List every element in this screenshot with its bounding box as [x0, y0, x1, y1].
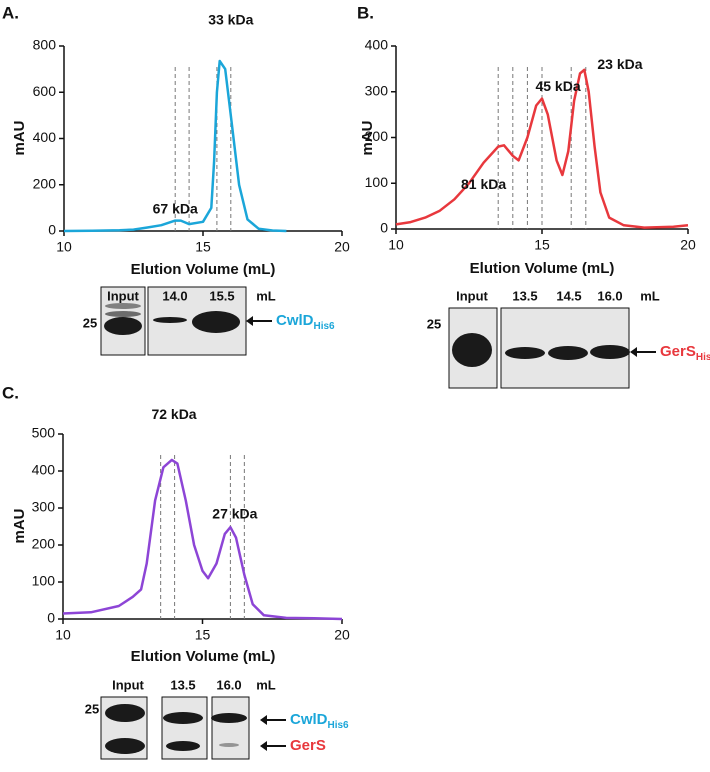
y-axis-label: mAU	[11, 120, 28, 155]
x-tick-label: 15	[195, 627, 211, 643]
gel-band	[505, 347, 545, 359]
gel-band	[153, 317, 187, 323]
gel-band	[105, 704, 145, 722]
arrow-head	[260, 741, 267, 751]
protein-name: GerS	[660, 343, 696, 360]
y-tick-label: 0	[48, 222, 56, 238]
gel-band	[192, 311, 240, 333]
lane-label: Input	[107, 288, 139, 303]
x-axis-label: Elution Volume (mL)	[131, 648, 276, 665]
protein-name: CwlD	[276, 312, 314, 329]
y-tick-label: 300	[365, 82, 389, 98]
y-tick-label: 400	[32, 462, 56, 478]
gel-band	[105, 303, 141, 309]
x-tick-label: 10	[388, 237, 404, 253]
peak-label: 67 kDa	[153, 201, 198, 217]
lane-label: 13.5	[512, 288, 537, 303]
y-tick-label: 100	[32, 573, 56, 589]
trace	[63, 59, 287, 233]
protein-label: CwlDHis6	[276, 312, 335, 332]
peak-label: 33 kDa	[208, 12, 253, 28]
marker-label: 25	[85, 701, 99, 716]
y-tick-label: 800	[33, 37, 57, 53]
lane-label: 14.5	[556, 288, 581, 303]
y-tick-label: 200	[32, 536, 56, 552]
protein-label: GerSHis6	[660, 343, 710, 363]
protein-subscript: His6	[328, 720, 350, 731]
gel-band	[219, 743, 239, 747]
unit-label: mL	[256, 288, 276, 303]
y-tick-label: 300	[32, 499, 56, 515]
protein-name: CwlD	[290, 711, 328, 728]
lane-label: 16.0	[597, 288, 622, 303]
protein-subscript: His6	[314, 321, 336, 332]
gel-band	[105, 738, 145, 754]
lane-label: 13.5	[170, 677, 195, 692]
protein-label: CwlDHis6	[290, 711, 349, 731]
peak-label: 27 kDa	[212, 506, 257, 522]
trace	[62, 458, 343, 621]
arrow-head	[260, 715, 267, 725]
unit-label: mL	[256, 677, 276, 692]
x-tick-label: 20	[680, 237, 696, 253]
panel-letter: B.	[357, 3, 374, 22]
lane-label: 15.5	[209, 288, 234, 303]
gel-band	[104, 317, 142, 335]
lane-label: Input	[456, 288, 488, 303]
y-axis-label: mAU	[359, 120, 376, 155]
protein-name: GerS	[290, 737, 326, 754]
x-axis-label: Elution Volume (mL)	[131, 261, 276, 278]
lane-label: Input	[112, 677, 144, 692]
gel-band	[211, 713, 247, 723]
panel-letter: C.	[2, 383, 19, 402]
gel-band	[590, 345, 630, 359]
gel-band	[105, 311, 141, 317]
x-tick-label: 10	[56, 239, 72, 255]
arrow-head	[246, 316, 253, 326]
gel-frame	[211, 696, 250, 760]
arrow-head	[630, 347, 637, 357]
x-tick-label: 20	[334, 239, 350, 255]
y-tick-label: 600	[33, 83, 57, 99]
x-tick-label: 20	[334, 627, 350, 643]
peak-label: 45 kDa	[535, 78, 580, 94]
x-tick-label: 15	[195, 239, 211, 255]
y-tick-label: 400	[365, 37, 389, 53]
y-tick-label: 0	[47, 610, 55, 626]
peak-label: 72 kDa	[151, 406, 196, 422]
unit-label: mL	[640, 288, 660, 303]
y-tick-label: 400	[33, 129, 57, 145]
marker-label: 25	[83, 315, 97, 330]
marker-label: 25	[427, 316, 441, 331]
x-tick-label: 15	[534, 237, 550, 253]
y-axis-label: mAU	[11, 508, 28, 543]
trace	[395, 68, 689, 229]
panel-letter: A.	[2, 3, 19, 22]
gel-band	[452, 333, 492, 367]
y-tick-label: 100	[365, 174, 389, 190]
peak-label: 81 kDa	[461, 176, 506, 192]
lane-label: 14.0	[162, 288, 187, 303]
y-tick-label: 0	[380, 220, 388, 236]
x-tick-label: 10	[55, 627, 71, 643]
y-tick-label: 200	[365, 128, 389, 144]
peak-label: 23 kDa	[597, 56, 642, 72]
lane-label: 16.0	[216, 677, 241, 692]
x-axis-label: Elution Volume (mL)	[470, 260, 615, 277]
gel-band	[166, 741, 200, 751]
protein-subscript: His6	[696, 352, 710, 363]
protein-label: GerS	[290, 737, 326, 754]
y-tick-label: 500	[32, 425, 56, 441]
y-tick-label: 200	[33, 175, 57, 191]
gel-band	[548, 346, 588, 360]
gel-band	[163, 712, 203, 724]
